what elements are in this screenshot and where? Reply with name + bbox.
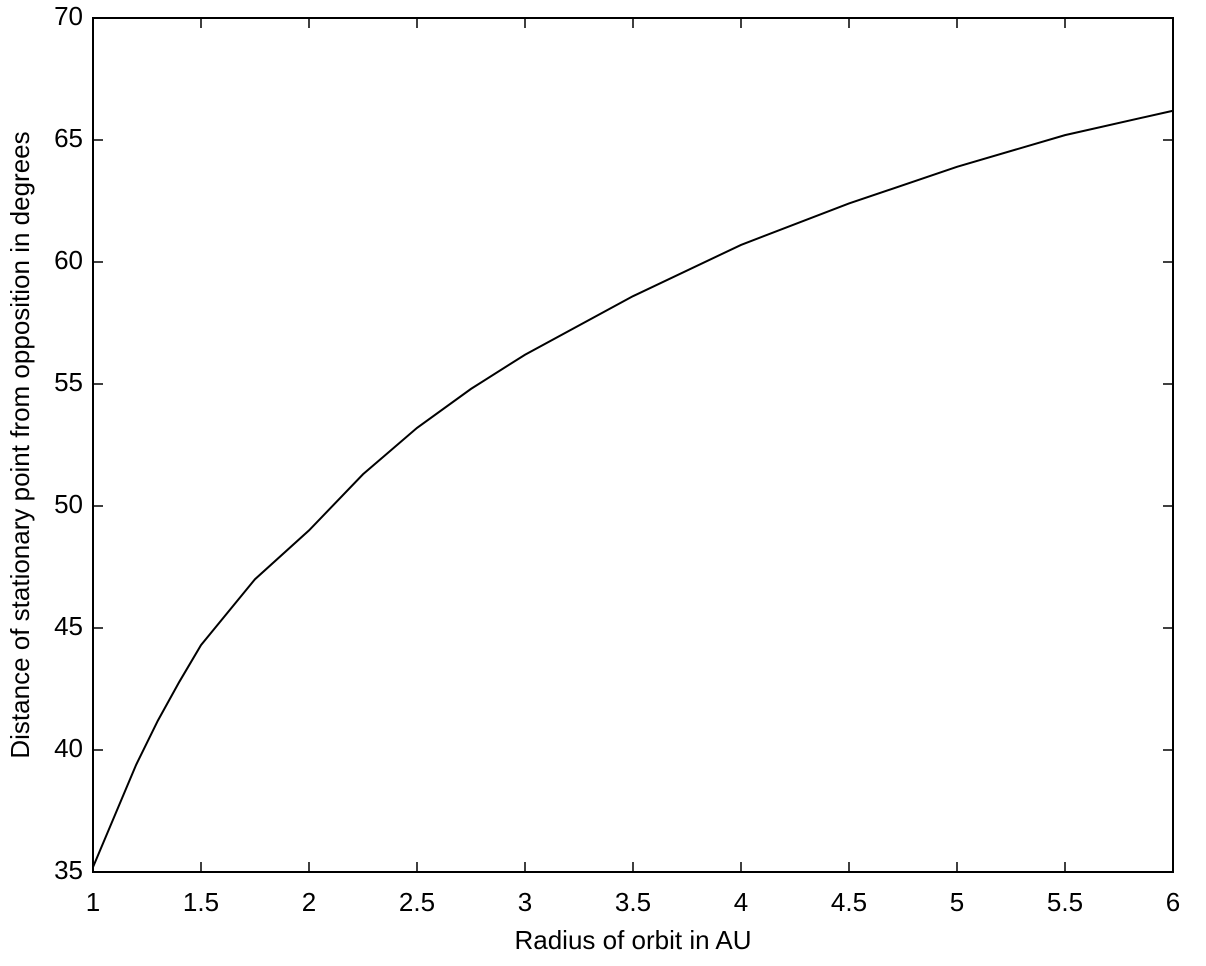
y-tick-label: 55 <box>54 367 83 397</box>
x-tick-label: 1.5 <box>183 887 219 917</box>
x-tick-label: 5.5 <box>1047 887 1083 917</box>
y-tick-label: 50 <box>54 489 83 519</box>
x-tick-label: 4.5 <box>831 887 867 917</box>
y-tick-label: 45 <box>54 611 83 641</box>
x-axis-label: Radius of orbit in AU <box>514 925 751 955</box>
x-tick-label: 2 <box>302 887 316 917</box>
x-tick-label: 6 <box>1166 887 1180 917</box>
x-tick-label: 3.5 <box>615 887 651 917</box>
y-axis-label: Distance of stationary point from opposi… <box>5 131 35 758</box>
y-tick-label: 60 <box>54 245 83 275</box>
plot-frame <box>92 17 1174 873</box>
x-tick-label: 2.5 <box>399 887 435 917</box>
y-tick-label: 65 <box>54 123 83 153</box>
x-tick-label: 1 <box>86 887 100 917</box>
x-tick-label: 3 <box>518 887 532 917</box>
y-tick-label: 40 <box>54 733 83 763</box>
y-tick-label: 35 <box>54 855 83 885</box>
x-tick-label: 4 <box>734 887 748 917</box>
y-tick-label: 70 <box>54 1 83 31</box>
line-series <box>92 109 1174 868</box>
x-tick-label: 5 <box>950 887 964 917</box>
